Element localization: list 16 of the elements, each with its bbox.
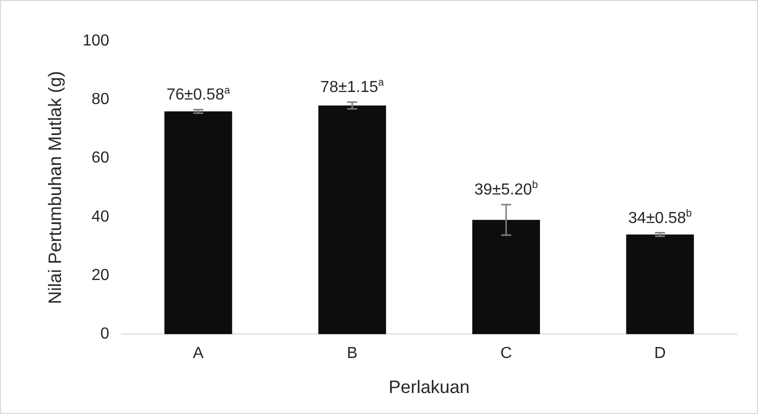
bar (318, 106, 386, 334)
y-tick-label: 20 (92, 266, 110, 284)
x-axis-title: Perlakuan (388, 377, 470, 398)
bar (626, 234, 694, 334)
y-tick-label: 60 (92, 150, 110, 167)
x-tick-label: C (500, 345, 512, 362)
y-tick-label: 40 (92, 208, 110, 226)
bar (472, 220, 540, 334)
bar (164, 111, 232, 334)
x-tick-label: A (192, 345, 204, 362)
y-tick-label: 80 (92, 91, 110, 108)
y-tick-label: 100 (82, 32, 110, 50)
y-tick-label: 0 (100, 326, 110, 343)
x-tick-label: D (654, 345, 666, 362)
y-axis-title: Nilai Pertumbuhan Mutlak (g) (44, 71, 65, 304)
x-tick-label: B (346, 345, 358, 362)
